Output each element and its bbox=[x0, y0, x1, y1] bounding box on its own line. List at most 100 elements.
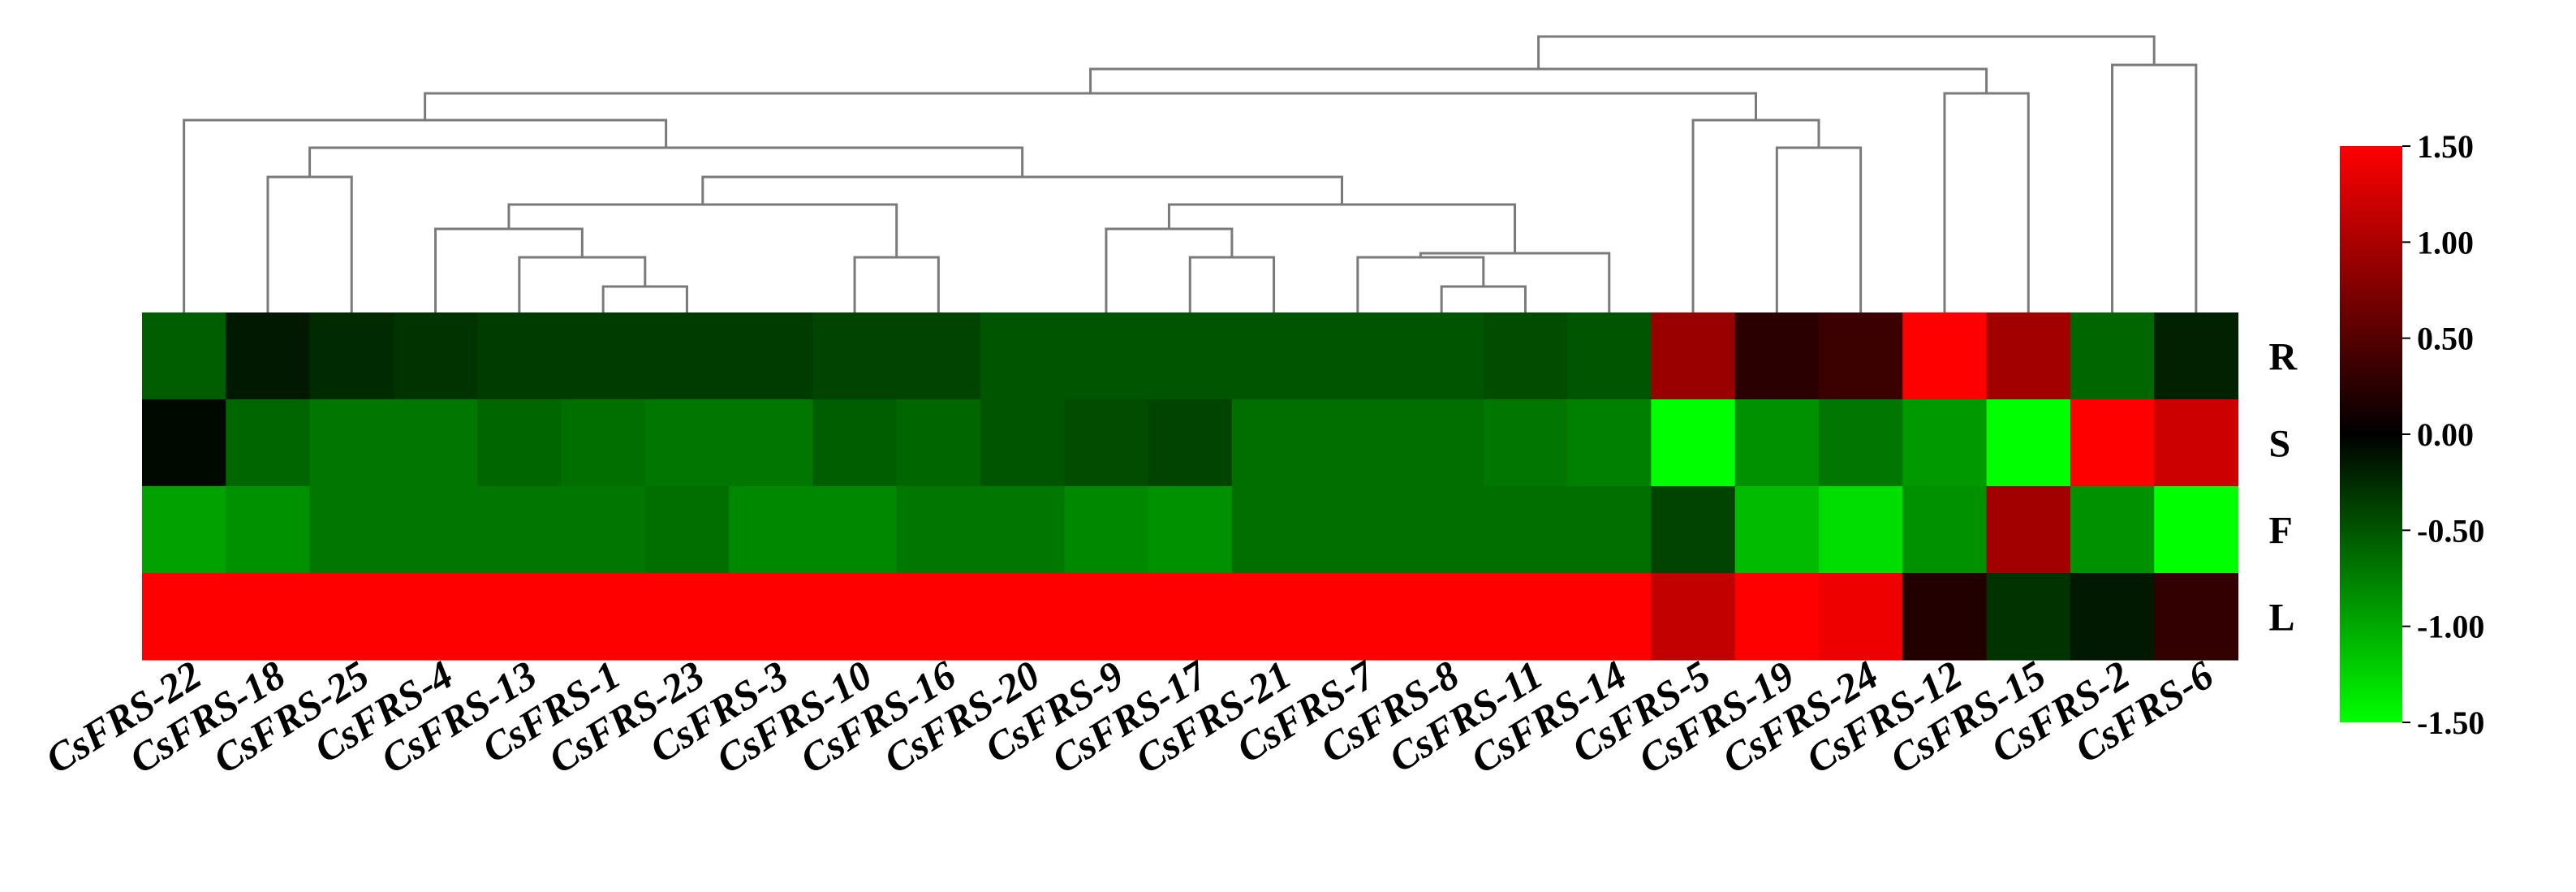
heatmap-cell bbox=[309, 486, 394, 574]
heatmap-cell bbox=[1651, 312, 1736, 400]
dendrogram-branch bbox=[1537, 35, 2156, 69]
heatmap-cell bbox=[1902, 399, 1988, 487]
heatmap-cell bbox=[561, 486, 646, 574]
heatmap-cell bbox=[1316, 486, 1401, 574]
heatmap-cell bbox=[1399, 573, 1484, 661]
heatmap-cell bbox=[1316, 399, 1401, 487]
heatmap-cell bbox=[1231, 399, 1316, 487]
heatmap-cell bbox=[1567, 573, 1652, 661]
dendrogram-branch bbox=[853, 256, 940, 312]
row-labels: R S F L bbox=[2269, 336, 2298, 640]
heatmap-cell bbox=[1399, 312, 1484, 400]
heatmap-cell bbox=[1734, 486, 1820, 574]
scale-tick-label: 0.50 bbox=[2417, 321, 2474, 357]
row-label: S bbox=[2269, 423, 2291, 466]
heatmap-cell bbox=[477, 573, 562, 661]
heatmap-cell bbox=[644, 399, 730, 487]
heatmap-cell bbox=[393, 312, 478, 400]
heatmap-cells bbox=[142, 312, 2239, 661]
heatmap-cell bbox=[477, 486, 562, 574]
heatmap-cell bbox=[2070, 486, 2155, 574]
scale-tick-label: -0.50 bbox=[2417, 512, 2484, 549]
heatmap-cell bbox=[477, 399, 562, 487]
heatmap-cell bbox=[2154, 312, 2239, 400]
heatmap-cell bbox=[980, 312, 1065, 400]
heatmap-cell bbox=[812, 573, 898, 661]
row-label: L bbox=[2269, 597, 2295, 640]
heatmap-cell bbox=[561, 312, 646, 400]
heatmap-cell bbox=[2154, 573, 2239, 661]
heatmap-cell bbox=[142, 312, 226, 400]
heatmap-cell bbox=[393, 486, 478, 574]
dendrogram-branch bbox=[1691, 119, 1820, 312]
heatmap-cell bbox=[729, 312, 813, 400]
heatmap-cell bbox=[1902, 312, 1988, 400]
heatmap-cell bbox=[644, 573, 730, 661]
heatmap-cell bbox=[896, 573, 981, 661]
heatmap-cell bbox=[812, 486, 898, 574]
heatmap-cell bbox=[1148, 312, 1233, 400]
heatmap-cell bbox=[142, 486, 226, 574]
heatmap-cell bbox=[561, 399, 646, 487]
heatmap-cell bbox=[1231, 486, 1316, 574]
heatmap-cell bbox=[1316, 312, 1401, 400]
heatmap-cell bbox=[1986, 312, 2071, 400]
dendrogram-branch bbox=[507, 203, 898, 257]
heatmap-cell bbox=[729, 573, 813, 661]
heatmap-cell bbox=[309, 399, 394, 487]
dendrogram-branch bbox=[424, 92, 1758, 120]
dendrogram-branch bbox=[701, 175, 1343, 205]
heatmap-cell bbox=[226, 399, 311, 487]
heatmap-cell bbox=[561, 573, 646, 661]
dendrogram-branch bbox=[434, 227, 584, 312]
color-scale-bar bbox=[2340, 146, 2402, 722]
heatmap-cell bbox=[1902, 573, 1988, 661]
heatmap-cell bbox=[1819, 312, 1903, 400]
heatmap-cell bbox=[1231, 573, 1316, 661]
heatmap-cell bbox=[729, 399, 813, 487]
heatmap-cell bbox=[1819, 486, 1903, 574]
heatmap-cell bbox=[477, 312, 562, 400]
dendrogram-branch bbox=[266, 175, 353, 312]
heatmap-cell bbox=[1986, 573, 2071, 661]
heatmap-cell bbox=[1567, 486, 1652, 574]
heatmap-cell bbox=[2154, 486, 2239, 574]
heatmap-cell bbox=[980, 573, 1065, 661]
heatmap-cell bbox=[1316, 573, 1401, 661]
heatmap-cell bbox=[1064, 573, 1149, 661]
dendrogram-branch bbox=[1943, 92, 2030, 312]
heatmap-cell bbox=[226, 573, 311, 661]
heatmap-cell bbox=[1986, 486, 2071, 574]
heatmap-cell bbox=[896, 399, 981, 487]
heatmap-cell bbox=[1902, 486, 1988, 574]
heatmap-cell bbox=[226, 312, 311, 400]
heatmap-cell bbox=[2154, 399, 2239, 487]
scale-tick-label: 0.00 bbox=[2417, 416, 2474, 453]
heatmap-cell bbox=[1734, 399, 1820, 487]
heatmap-cell bbox=[1567, 312, 1652, 400]
heatmap-cell bbox=[1064, 486, 1149, 574]
dendrogram-branch bbox=[601, 285, 688, 312]
color-scale-ticks: 1.50 1.00 0.50 0.00 -0.50 -1.00 -1.50 bbox=[2402, 128, 2484, 741]
scale-tick-label: -1.00 bbox=[2417, 609, 2484, 645]
heatmap-cell bbox=[1734, 573, 1820, 661]
dendrogram-branch bbox=[2111, 63, 2198, 312]
heatmap-cell bbox=[1148, 399, 1233, 487]
dendrogram-branch bbox=[183, 119, 668, 312]
heatmap-cell bbox=[1734, 312, 1820, 400]
dendrogram-branch bbox=[308, 146, 1024, 177]
heatmap-cell bbox=[1148, 573, 1233, 661]
heatmap-cell bbox=[980, 486, 1065, 574]
heatmap-cell bbox=[1651, 573, 1736, 661]
dendrogram-branch bbox=[1188, 256, 1276, 312]
heatmap-cell bbox=[1651, 486, 1736, 574]
heatmap-cell bbox=[1483, 486, 1568, 574]
heatmap-cell bbox=[729, 486, 813, 574]
heatmap-cell bbox=[2070, 312, 2155, 400]
scale-tick-label: 1.00 bbox=[2417, 224, 2474, 261]
heatmap-cell bbox=[1148, 486, 1233, 574]
column-labels: CsFRS-22CsFRS-18CsFRS-25CsFRS-4CsFRS-13C… bbox=[37, 651, 2221, 782]
heatmap-cell bbox=[896, 312, 981, 400]
heatmap-cell bbox=[812, 399, 898, 487]
